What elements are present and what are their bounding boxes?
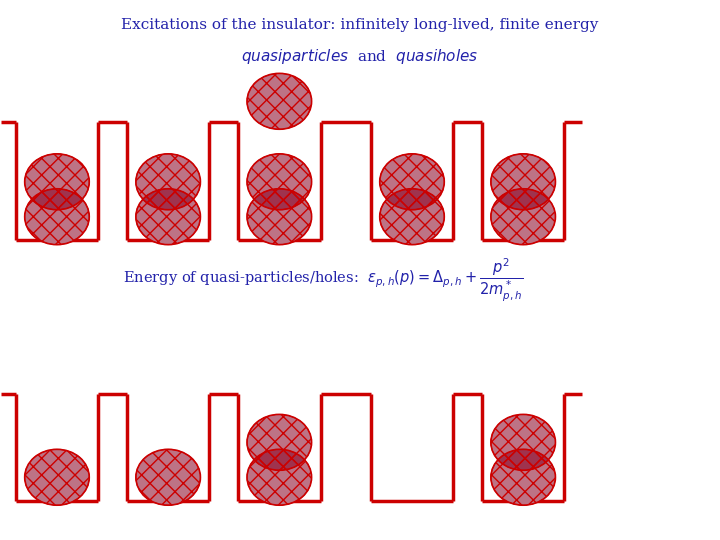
Ellipse shape bbox=[491, 414, 555, 470]
Ellipse shape bbox=[136, 154, 200, 210]
Ellipse shape bbox=[136, 449, 200, 505]
Ellipse shape bbox=[136, 154, 200, 210]
Text: Excitations of the insulator: infinitely long-lived, finite energy: Excitations of the insulator: infinitely… bbox=[121, 17, 599, 31]
Ellipse shape bbox=[247, 154, 312, 210]
Ellipse shape bbox=[136, 189, 200, 245]
Ellipse shape bbox=[379, 154, 444, 210]
Ellipse shape bbox=[247, 414, 312, 470]
Ellipse shape bbox=[247, 449, 312, 505]
Ellipse shape bbox=[24, 189, 89, 245]
Ellipse shape bbox=[136, 449, 200, 505]
Ellipse shape bbox=[247, 189, 312, 245]
Ellipse shape bbox=[491, 414, 555, 470]
Ellipse shape bbox=[247, 73, 312, 129]
Ellipse shape bbox=[491, 189, 555, 245]
Ellipse shape bbox=[491, 154, 555, 210]
Ellipse shape bbox=[491, 154, 555, 210]
Ellipse shape bbox=[24, 189, 89, 245]
Ellipse shape bbox=[247, 73, 312, 129]
Ellipse shape bbox=[136, 189, 200, 245]
Text: $\mathit{quasiparticles}$  and  $\mathit{quasiholes}$: $\mathit{quasiparticles}$ and $\mathit{q… bbox=[241, 47, 479, 66]
Ellipse shape bbox=[24, 449, 89, 505]
Ellipse shape bbox=[491, 449, 555, 505]
Ellipse shape bbox=[379, 189, 444, 245]
Ellipse shape bbox=[491, 189, 555, 245]
Ellipse shape bbox=[24, 154, 89, 210]
Ellipse shape bbox=[247, 449, 312, 505]
Ellipse shape bbox=[24, 154, 89, 210]
Ellipse shape bbox=[247, 414, 312, 470]
Ellipse shape bbox=[379, 154, 444, 210]
Ellipse shape bbox=[247, 189, 312, 245]
Ellipse shape bbox=[379, 189, 444, 245]
Ellipse shape bbox=[24, 449, 89, 505]
Ellipse shape bbox=[491, 449, 555, 505]
Ellipse shape bbox=[247, 154, 312, 210]
Text: Energy of quasi-particles/holes:  $\varepsilon_{p,h}(p)=\Delta_{p,h}+\dfrac{p^2}: Energy of quasi-particles/holes: $\varep… bbox=[123, 257, 524, 305]
